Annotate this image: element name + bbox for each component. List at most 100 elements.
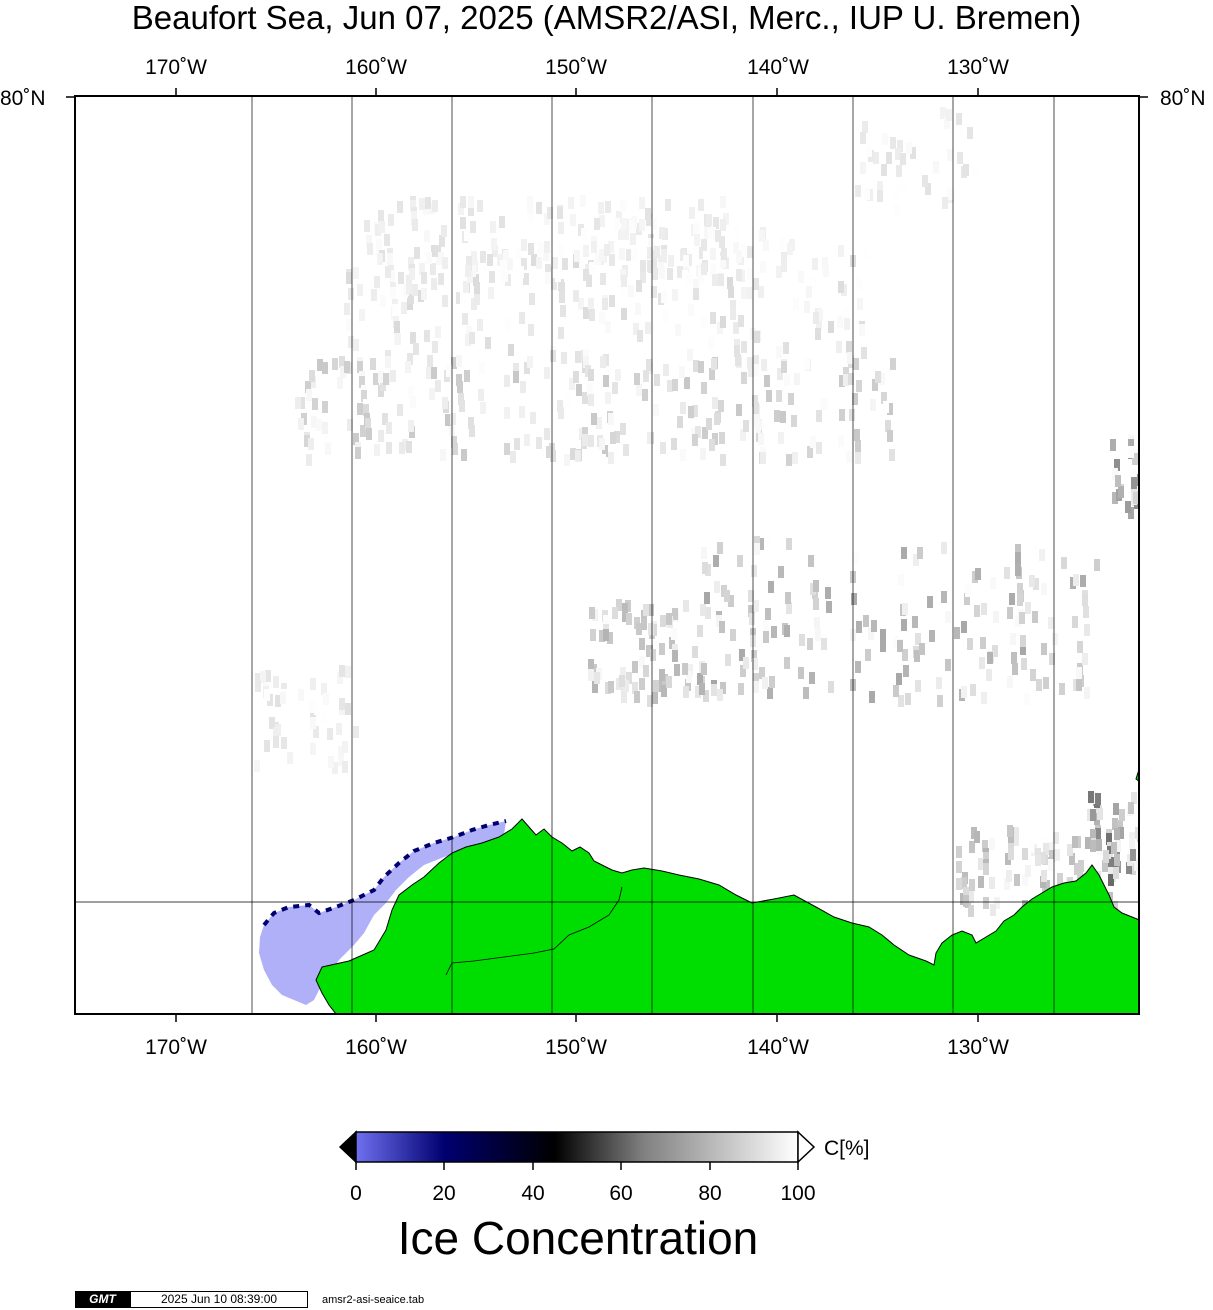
ice-pixel <box>377 253 383 265</box>
ice-pixel <box>747 246 753 258</box>
ice-pixel <box>983 852 989 864</box>
ice-pixel <box>332 358 338 370</box>
gmt-logo: GMT <box>75 1291 130 1308</box>
ice-pixel <box>666 613 672 625</box>
ice-pixel <box>427 355 433 367</box>
ice-pixel <box>518 266 524 278</box>
ice-pixel <box>471 251 477 263</box>
ice-pixel <box>817 309 823 321</box>
colorbar-tick-60: 60 <box>609 1182 633 1205</box>
ice-pixel <box>555 270 561 282</box>
ice-pixel <box>1088 791 1094 803</box>
ice-pixel <box>438 273 444 285</box>
ice-pixel <box>754 543 760 555</box>
ice-pixel <box>485 337 491 349</box>
ice-pixel <box>1020 635 1026 647</box>
ice-pixel <box>863 615 869 627</box>
ice-pixel <box>919 643 925 655</box>
ice-pixel <box>788 393 794 405</box>
ice-pixel <box>399 442 405 454</box>
ice-pixel <box>825 587 831 599</box>
ice-pixel <box>963 887 969 899</box>
ice-pixel <box>460 196 466 208</box>
ice-pixel <box>741 341 747 353</box>
ice-pixel <box>1013 827 1019 839</box>
ice-pixel <box>1103 851 1109 863</box>
ice-pixel <box>575 351 581 363</box>
ice-pixel <box>896 673 902 685</box>
ice-pixel <box>1083 606 1089 618</box>
ice-pixel <box>839 409 845 421</box>
ice-pixel <box>527 356 533 368</box>
ice-pixel <box>810 436 816 448</box>
ice-pixel <box>415 265 421 277</box>
ice-pixel <box>822 257 828 269</box>
ice-pixel <box>682 663 688 675</box>
ice-pixel <box>371 289 377 301</box>
ice-pixel <box>674 664 680 676</box>
ice-pixel <box>718 274 724 286</box>
ice-pixel <box>974 605 980 617</box>
ice-pixel <box>580 195 586 207</box>
ice-pixel <box>1112 818 1118 830</box>
ice-pixel <box>687 664 693 676</box>
ice-pixel <box>1043 836 1049 848</box>
ice-pixel <box>635 303 641 315</box>
colorbar-tick-100: 100 <box>780 1182 816 1205</box>
ice-pixel <box>573 290 579 302</box>
ice-pixel <box>917 547 923 559</box>
ice-pixel <box>1076 667 1082 679</box>
ice-pixel <box>963 895 969 907</box>
ice-pixel <box>897 640 903 652</box>
ice-pixel <box>863 247 869 259</box>
ice-pixel <box>843 367 849 379</box>
ice-pixel <box>479 362 485 374</box>
ice-pixel <box>721 283 727 295</box>
ice-pixel <box>804 358 810 370</box>
ice-pixel <box>701 263 707 275</box>
ice-pixel <box>700 604 706 616</box>
ice-pixel <box>784 374 790 386</box>
ice-pixel <box>439 235 445 247</box>
ice-pixel <box>688 304 694 316</box>
ice-pixel <box>787 243 793 255</box>
ice-pixel <box>603 375 609 387</box>
ice-pixel <box>560 305 566 317</box>
colorbar-unit: C[%] <box>824 1137 870 1160</box>
ice-pixel <box>373 373 379 385</box>
ice-pixel <box>527 202 533 214</box>
ice-pixel <box>793 298 799 310</box>
ice-pixel <box>582 392 588 404</box>
ice-pixel <box>516 248 522 260</box>
ice-pixel <box>622 610 628 622</box>
ice-pixel <box>558 327 564 339</box>
ice-pixel <box>421 288 427 300</box>
ice-pixel <box>889 449 895 461</box>
ice-pixel <box>784 657 790 669</box>
ice-pixel <box>760 261 766 273</box>
ice-pixel <box>663 364 669 376</box>
ice-pixel <box>989 838 995 850</box>
alaska-land <box>315 818 1138 1013</box>
ice-pixel <box>322 362 328 374</box>
ice-pixel <box>885 420 891 432</box>
ice-pixel <box>338 754 344 766</box>
ice-pixel <box>1118 827 1124 839</box>
ice-pixel <box>623 228 629 240</box>
ice-pixel <box>1072 616 1078 628</box>
ice-pixel <box>873 152 879 164</box>
ice-pixel <box>1043 677 1049 689</box>
ice-pixel <box>394 321 400 333</box>
ice-pixel <box>1041 583 1047 595</box>
ice-pixel <box>625 219 631 231</box>
ice-pixel <box>410 332 416 344</box>
ice-pixel <box>990 577 996 589</box>
ice-pixel <box>901 619 907 631</box>
ice-pixel <box>429 388 435 400</box>
ice-pixel <box>474 282 480 294</box>
ice-pixel <box>980 637 986 649</box>
ice-pixel <box>1008 833 1014 845</box>
ice-pixel <box>734 345 740 357</box>
ice-pixel <box>608 413 614 425</box>
ice-pixel <box>424 330 430 342</box>
